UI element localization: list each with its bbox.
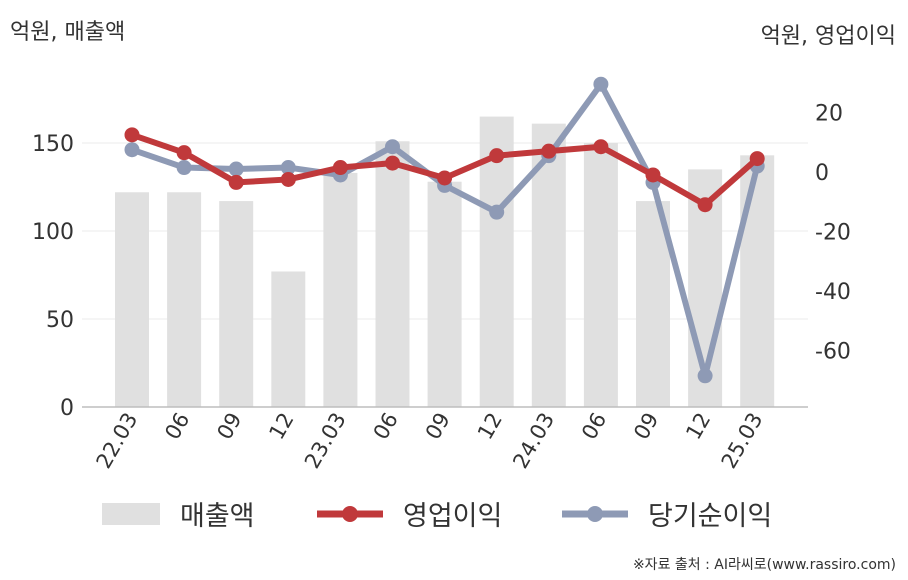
legend-label-net-income: 당기순이익 — [648, 501, 773, 532]
right-axis-unit: 억원, 영업이익 — [760, 24, 896, 49]
x-tick-label: 12 — [681, 409, 715, 444]
x-tick-label: 24.03 — [508, 409, 559, 473]
point-net-income — [489, 204, 505, 220]
source-note: ※자료 출처 : AI라씨로(www.rassiro.com) — [632, 557, 896, 573]
point-operating-profit — [176, 145, 192, 161]
legend-item-operating-profit: 영업이익 — [317, 494, 502, 533]
x-tick-label: 06 — [369, 409, 403, 444]
left-tick-label: 50 — [46, 308, 74, 333]
bar-revenue — [115, 192, 149, 407]
left-tick-label: 150 — [32, 132, 74, 157]
left-tick-label: 0 — [60, 396, 74, 421]
x-tick-label: 23.03 — [300, 409, 351, 473]
x-tick-label: 12 — [264, 409, 298, 444]
bar-revenue — [583, 143, 618, 407]
right-tick-label: 0 — [815, 161, 829, 186]
legend-bar-swatch — [102, 502, 160, 525]
point-operating-profit — [645, 167, 661, 183]
point-operating-profit — [437, 170, 453, 186]
x-tick-label: 09 — [421, 409, 455, 444]
x-tick-label: 12 — [473, 409, 507, 444]
point-net-income — [124, 142, 140, 158]
bar-revenue — [271, 271, 306, 407]
legend-line-swatch-red — [317, 505, 383, 522]
bar-revenue — [167, 192, 202, 407]
x-tick-label: 09 — [212, 409, 246, 444]
point-operating-profit — [280, 171, 296, 187]
point-net-income — [228, 161, 244, 177]
point-net-income — [176, 160, 192, 176]
point-operating-profit — [385, 155, 400, 171]
bar-revenue — [740, 155, 775, 407]
point-net-income — [697, 368, 713, 384]
point-operating-profit — [593, 139, 609, 155]
point-net-income — [280, 160, 296, 176]
point-operating-profit — [749, 151, 765, 167]
point-net-income — [385, 139, 400, 155]
point-operating-profit — [697, 197, 713, 213]
bar-revenue — [375, 141, 410, 408]
legend-item-revenue: 매출액 — [102, 494, 255, 533]
right-tick-label: -40 — [815, 280, 851, 305]
legend-line-swatch-gray — [562, 505, 628, 522]
point-operating-profit — [228, 174, 244, 190]
point-net-income — [593, 76, 609, 92]
x-tick-label: 25.03 — [717, 409, 768, 473]
right-tick-label: -20 — [815, 221, 851, 246]
left-axis-unit: 억원, 매출액 — [10, 20, 126, 45]
legend-label-operating-profit: 영업이익 — [403, 501, 503, 532]
point-operating-profit — [489, 148, 505, 164]
right-tick-label: 20 — [815, 102, 843, 127]
legend-item-net-income: 당기순이익 — [562, 494, 772, 533]
bar-revenue — [479, 116, 514, 407]
bar-revenue — [219, 201, 254, 407]
point-operating-profit — [541, 143, 557, 159]
right-tick-label: -60 — [815, 340, 851, 365]
x-tick-label: 09 — [629, 409, 663, 444]
bar-revenue — [323, 172, 358, 407]
left-tick-label: 100 — [32, 220, 74, 245]
bar-revenue — [427, 181, 462, 407]
point-operating-profit — [332, 160, 348, 176]
x-tick-label: 06 — [577, 409, 611, 444]
x-tick-label: 06 — [160, 409, 194, 444]
x-tick-label: 22.03 — [91, 409, 142, 473]
point-operating-profit — [124, 127, 140, 143]
legend-label-revenue: 매출액 — [180, 501, 255, 532]
